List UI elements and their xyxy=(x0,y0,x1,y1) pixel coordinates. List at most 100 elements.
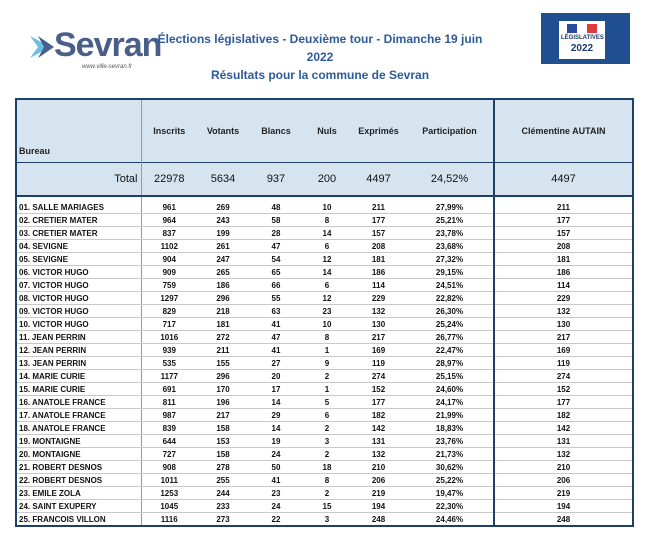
cell-votants: 181 xyxy=(197,317,249,331)
cell-blancs: 41 xyxy=(249,317,303,331)
total-row: Total 22978 5634 937 200 4497 24,52% 449… xyxy=(15,162,634,197)
cell-inscrits: 1045 xyxy=(141,499,197,513)
col-header-exprimes: Exprimés xyxy=(351,98,406,163)
col-header-inscrits: Inscrits xyxy=(141,98,197,163)
cell-bureau: 16. ANATOLE FRANCE xyxy=(15,395,142,409)
cell-votants: 211 xyxy=(197,343,249,357)
logo-wordmark: Sevran xyxy=(54,26,162,64)
cell-bureau: 05. SEVIGNE xyxy=(15,252,142,266)
cell-candidate: 210 xyxy=(493,460,634,474)
results-table: Bureau Inscrits Votants Blancs Nuls Expr… xyxy=(15,98,634,527)
cell-candidate: 274 xyxy=(493,369,634,383)
cell-votants: 255 xyxy=(197,473,249,487)
table-row: 17. ANATOLE FRANCE 987 217 29 6 182 21,99% 182 xyxy=(15,408,634,422)
cell-inscrits: 939 xyxy=(141,343,197,357)
cell-inscrits: 908 xyxy=(141,460,197,474)
col-header-bureau: Bureau xyxy=(15,98,142,163)
cell-blancs: 22 xyxy=(249,512,303,527)
cell-candidate: 186 xyxy=(493,265,634,279)
cell-nuls: 12 xyxy=(303,252,351,266)
cell-participation: 30,62% xyxy=(406,460,494,474)
table-row: 08. VICTOR HUGO 1297 296 55 12 229 22,82% 229 xyxy=(15,291,634,305)
cell-participation: 24,17% xyxy=(406,395,494,409)
cell-nuls: 3 xyxy=(303,512,351,527)
cell-bureau: 04. SEVIGNE xyxy=(15,239,142,253)
cell-bureau: 06. VICTOR HUGO xyxy=(15,265,142,279)
cell-participation: 28,97% xyxy=(406,356,494,370)
total-votants: 5634 xyxy=(197,162,249,197)
cell-participation: 24,60% xyxy=(406,382,494,396)
cell-blancs: 65 xyxy=(249,265,303,279)
cell-participation: 22,82% xyxy=(406,291,494,305)
cell-bureau: 23. EMILE ZOLA xyxy=(15,486,142,500)
cell-votants: 218 xyxy=(197,304,249,318)
cell-bureau: 03. CRETIER MATER xyxy=(15,226,142,240)
cell-inscrits: 1297 xyxy=(141,291,197,305)
table-row: 07. VICTOR HUGO 759 186 66 6 114 24,51% 114 xyxy=(15,278,634,292)
table-row: 25. FRANCOIS VILLON 1116 273 22 3 248 24,46% 24… xyxy=(15,512,634,527)
cell-candidate: 248 xyxy=(493,512,634,527)
cell-bureau: 14. MARIE CURIE xyxy=(15,369,142,383)
badge-year: 2022 xyxy=(570,43,594,54)
cell-candidate: 229 xyxy=(493,291,634,305)
table-row: 12. JEAN PERRIN 939 211 41 1 169 22,47% 169 xyxy=(15,343,634,357)
badge-card: LÉGISLATIVES 2022 xyxy=(559,21,605,59)
col-header-blancs: Blancs xyxy=(249,98,303,163)
cell-blancs: 24 xyxy=(249,499,303,513)
cell-blancs: 17 xyxy=(249,382,303,396)
cell-votants: 217 xyxy=(197,408,249,422)
cell-exprimes: 248 xyxy=(351,512,406,527)
table-row: 20. MONTAIGNE 727 158 24 2 132 21,73% 132 xyxy=(15,447,634,461)
cell-nuls: 14 xyxy=(303,226,351,240)
cell-inscrits: 964 xyxy=(141,213,197,227)
total-blancs: 937 xyxy=(249,162,303,197)
table-row: 14. MARIE CURIE 1177 296 20 2 274 25,15% 274 xyxy=(15,369,634,383)
cell-participation: 29,15% xyxy=(406,265,494,279)
cell-candidate: 208 xyxy=(493,239,634,253)
cell-bureau: 01. SALLE MARIAGES xyxy=(15,201,142,214)
cell-votants: 269 xyxy=(197,201,249,214)
cell-blancs: 41 xyxy=(249,343,303,357)
cell-inscrits: 904 xyxy=(141,252,197,266)
cell-nuls: 8 xyxy=(303,213,351,227)
badge-label: LÉGISLATIVES xyxy=(561,35,604,41)
cell-bureau: 25. FRANCOIS VILLON xyxy=(15,512,142,527)
cell-bureau: 10. VICTOR HUGO xyxy=(15,317,142,331)
cell-participation: 25,24% xyxy=(406,317,494,331)
cell-bureau: 08. VICTOR HUGO xyxy=(15,291,142,305)
cell-exprimes: 208 xyxy=(351,239,406,253)
cell-blancs: 19 xyxy=(249,434,303,448)
table-body: 01. SALLE MARIAGES 961 269 48 10 211 27,99% 211… xyxy=(15,201,634,527)
cell-nuls: 6 xyxy=(303,239,351,253)
cell-inscrits: 1116 xyxy=(141,512,197,527)
cell-nuls: 2 xyxy=(303,486,351,500)
cell-votants: 265 xyxy=(197,265,249,279)
total-nuls: 200 xyxy=(303,162,351,197)
cell-inscrits: 1253 xyxy=(141,486,197,500)
cell-participation: 18,83% xyxy=(406,421,494,435)
cell-inscrits: 1177 xyxy=(141,369,197,383)
cell-candidate: 217 xyxy=(493,330,634,344)
cell-exprimes: 177 xyxy=(351,395,406,409)
cell-nuls: 3 xyxy=(303,434,351,448)
cell-participation: 21,99% xyxy=(406,408,494,422)
cell-candidate: 177 xyxy=(493,395,634,409)
cell-votants: 278 xyxy=(197,460,249,474)
cell-inscrits: 717 xyxy=(141,317,197,331)
cell-candidate: 211 xyxy=(493,201,634,214)
table-row: 16. ANATOLE FRANCE 811 196 14 5 177 24,17% 177 xyxy=(15,395,634,409)
cell-nuls: 18 xyxy=(303,460,351,474)
title-line-1: Élections législatives - Deuxième tour -… xyxy=(157,32,483,64)
col-header-nuls: Nuls xyxy=(303,98,351,163)
cell-bureau: 07. VICTOR HUGO xyxy=(15,278,142,292)
cell-nuls: 9 xyxy=(303,356,351,370)
cell-exprimes: 194 xyxy=(351,499,406,513)
cell-blancs: 55 xyxy=(249,291,303,305)
cell-exprimes: 119 xyxy=(351,356,406,370)
cell-exprimes: 130 xyxy=(351,317,406,331)
cell-blancs: 20 xyxy=(249,369,303,383)
cell-votants: 296 xyxy=(197,369,249,383)
cell-exprimes: 157 xyxy=(351,226,406,240)
cell-nuls: 15 xyxy=(303,499,351,513)
cell-exprimes: 132 xyxy=(351,447,406,461)
